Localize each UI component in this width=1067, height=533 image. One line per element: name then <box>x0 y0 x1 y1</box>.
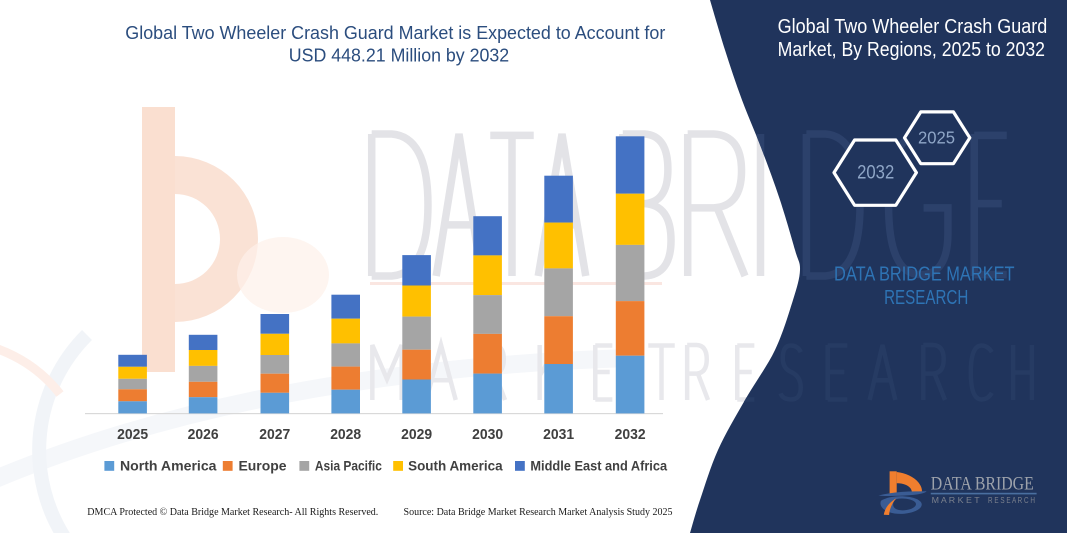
svg-text:North America: North America <box>120 457 217 473</box>
svg-text:USD 448.21 Million by 2032: USD 448.21 Million by 2032 <box>289 46 509 66</box>
svg-text:2031: 2031 <box>543 426 574 443</box>
svg-text:2025: 2025 <box>918 127 955 147</box>
svg-text:2027: 2027 <box>259 426 290 443</box>
svg-text:2029: 2029 <box>401 426 432 443</box>
svg-text:Global Two Wheeler Crash Guard: Global Two Wheeler Crash Guard Market is… <box>125 23 665 43</box>
svg-text:R E S E A R C H: R E S E A R C H <box>988 496 1035 505</box>
svg-text:DATA BRIDGE: DATA BRIDGE <box>931 474 1034 495</box>
svg-text:2030: 2030 <box>472 426 503 443</box>
svg-text:M A R K E T: M A R K E T <box>932 496 980 505</box>
svg-text:Middle East and Africa: Middle East and Africa <box>530 457 667 473</box>
svg-text:Source: Data Bridge Market Res: Source: Data Bridge Market Research Mark… <box>404 507 673 518</box>
svg-text:Global Two Wheeler Crash Guard: Global Two Wheeler Crash Guard <box>778 16 1048 38</box>
svg-text:Market, By Regions, 2025 to 20: Market, By Regions, 2025 to 2032 <box>778 39 1045 61</box>
svg-text:DATA BRIDGE MARKET: DATA BRIDGE MARKET <box>834 263 1015 285</box>
svg-text:2028: 2028 <box>330 426 361 443</box>
svg-text:South America: South America <box>408 457 503 473</box>
svg-text:2032: 2032 <box>615 426 646 443</box>
svg-text:Europe: Europe <box>239 457 287 473</box>
svg-text:Asia Pacific: Asia Pacific <box>315 457 382 473</box>
svg-text:RESEARCH: RESEARCH <box>884 287 968 309</box>
svg-text:DMCA Protected © Data Bridge M: DMCA Protected © Data Bridge Market Rese… <box>87 507 378 518</box>
svg-text:2032: 2032 <box>857 162 894 183</box>
svg-text:2026: 2026 <box>188 426 219 443</box>
svg-text:2025: 2025 <box>117 426 148 443</box>
